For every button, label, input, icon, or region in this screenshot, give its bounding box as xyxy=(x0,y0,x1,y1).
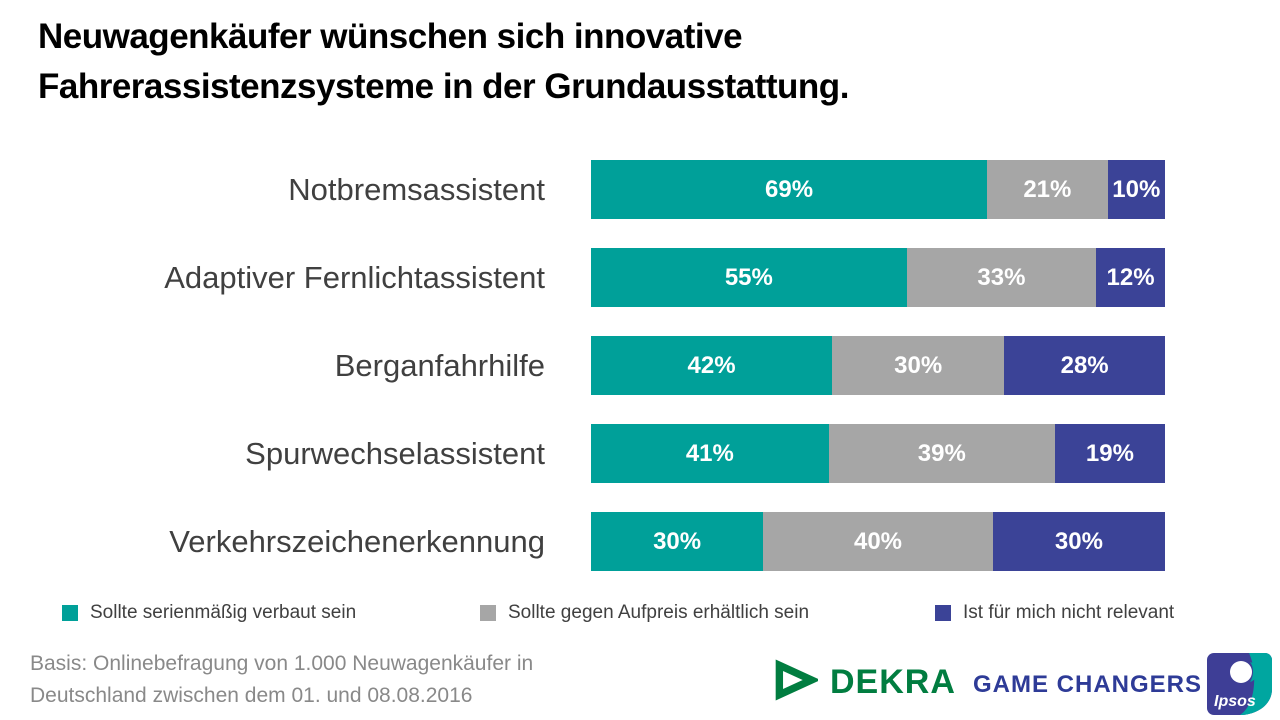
bar-segment: 42% xyxy=(591,336,833,395)
chart-row: Verkehrszeichenerkennung 30% 40% 30% xyxy=(0,512,1165,571)
bar-value-label: 21% xyxy=(1023,175,1072,203)
chart-row: Adaptiver Fernlichtassistent 55% 33% 12% xyxy=(0,248,1165,307)
legend-item-not-relevant: Ist für mich nicht relevant xyxy=(935,602,1174,624)
basis-note-line1: Basis: Onlinebefragung von 1.000 Neuwage… xyxy=(30,652,534,675)
legend-item-surcharge: Sollte gegen Aufpreis erhältlich sein xyxy=(480,602,809,624)
bar-segment: 41% xyxy=(591,424,829,483)
bar-value-label: 42% xyxy=(687,351,736,379)
stacked-bar: 42% 30% 28% xyxy=(591,336,1165,395)
bar-value-label: 30% xyxy=(894,351,943,379)
legend-label: Sollte gegen Aufpreis erhältlich sein xyxy=(508,602,810,623)
bar-value-label: 40% xyxy=(853,527,903,555)
basis-note: Basis: Onlinebefragung von 1.000 Neuwage… xyxy=(30,648,533,712)
bar-value-label: 33% xyxy=(977,263,1026,291)
dekra-arrow-icon xyxy=(772,658,821,707)
chart-title-line1: Neuwagenkäufer wünschen sich innovative xyxy=(38,17,743,56)
bar-segment: 30% xyxy=(832,336,1005,395)
bar-segment: 12% xyxy=(1096,248,1165,307)
chart-row: Spurwechselassistent 41% 39% 19% xyxy=(0,424,1165,483)
legend-label: Sollte serienmäßig verbaut sein xyxy=(90,602,357,623)
bar-segment: 28% xyxy=(1004,336,1165,395)
category-label: Verkehrszeichenerkennung xyxy=(169,523,545,559)
stacked-bar: 30% 40% 30% xyxy=(591,512,1165,571)
ipsos-wordmark: Ipsos xyxy=(1214,693,1256,710)
bar-segment: 10% xyxy=(1107,160,1166,219)
chart-row: Berganfahrhilfe 42% 30% 28% xyxy=(0,336,1165,395)
bar-value-label: 10% xyxy=(1112,175,1161,203)
category-label: Berganfahrhilfe xyxy=(334,347,545,383)
bar-segment: 55% xyxy=(591,248,907,307)
legend-swatch-teal xyxy=(62,605,78,621)
bar-value-label: 12% xyxy=(1106,263,1155,291)
game-changers-wordmark: GAME CHANGERS xyxy=(973,671,1203,698)
legend-swatch-blue xyxy=(935,605,951,621)
ipsos-logo: Ipsos xyxy=(1207,653,1272,715)
legend-item-standard: Sollte serienmäßig verbaut sein xyxy=(62,602,356,624)
bar-value-label: 55% xyxy=(724,263,773,291)
category-label: Spurwechselassistent xyxy=(245,435,545,471)
stacked-bar-chart: Notbremsassistent 69% 21% 10% Adaptiver Fern… xyxy=(0,160,1166,600)
bar-value-label: 30% xyxy=(653,527,702,555)
stacked-bar: 69% 21% 10% xyxy=(591,160,1166,219)
chart-row: Notbremsassistent 69% 21% 10% xyxy=(0,160,1166,219)
chart-title-line2: Fahrerassistenzsysteme in der Grundausst… xyxy=(38,67,849,106)
chart-title: Neuwagenkäufer wünschen sich innovative … xyxy=(38,12,849,112)
bar-segment: 39% xyxy=(828,424,1055,483)
bar-segment: 30% xyxy=(992,512,1165,571)
bar-value-label: 28% xyxy=(1060,351,1109,379)
legend-label: Ist für mich nicht relevant xyxy=(963,602,1175,623)
stacked-bar: 41% 39% 19% xyxy=(591,424,1165,483)
category-label: Notbremsassistent xyxy=(288,171,545,207)
bar-segment: 19% xyxy=(1054,424,1165,483)
dekra-wordmark: DEKRA xyxy=(830,663,956,701)
category-label: Adaptiver Fernlichtassistent xyxy=(164,259,545,295)
stacked-bar: 55% 33% 12% xyxy=(591,248,1165,307)
bar-segment: 40% xyxy=(763,512,993,571)
basis-note-line2: Deutschland zwischen dem 01. und 08.08.2… xyxy=(30,684,473,707)
bar-segment: 30% xyxy=(591,512,764,571)
bar-value-label: 30% xyxy=(1054,527,1103,555)
dekra-logo: DEKRA xyxy=(772,658,956,707)
bar-segment: 33% xyxy=(906,248,1097,307)
legend-swatch-gray xyxy=(480,605,496,621)
bar-value-label: 19% xyxy=(1085,439,1134,467)
bar-segment: 69% xyxy=(591,160,988,219)
bar-value-label: 69% xyxy=(765,175,814,203)
bar-value-label: 39% xyxy=(917,439,966,467)
bar-segment: 21% xyxy=(987,160,1108,219)
bar-value-label: 41% xyxy=(685,439,734,467)
